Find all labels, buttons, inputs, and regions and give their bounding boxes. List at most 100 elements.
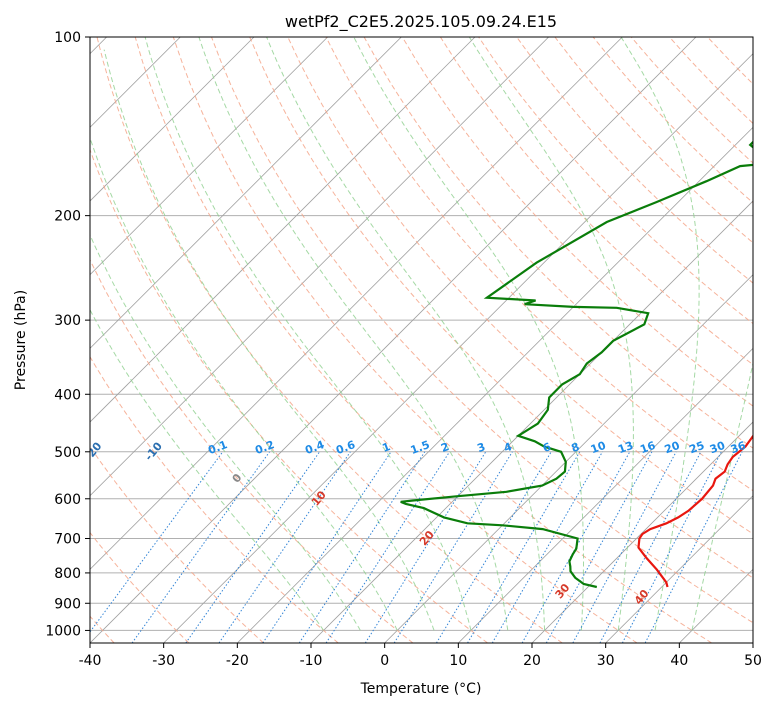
dry-adiabat-line (134, 37, 638, 643)
isotherm-gridline (90, 37, 476, 423)
mixing-ratio-label: 30 (708, 439, 727, 457)
moist-adiabat-line (468, 37, 634, 631)
y-tick-label: 700 (54, 532, 81, 548)
x-tick-label: -30 (152, 653, 175, 669)
y-tick-label: 300 (54, 313, 81, 329)
mixing-ratio-label: 0.4 (303, 438, 326, 457)
background-lines (90, 37, 753, 643)
isotherm-gridline (90, 37, 328, 276)
plot-frame (89, 36, 754, 644)
mixing-ratio-label: 0.6 (334, 438, 357, 457)
x-axis-ticks: -40 -30 -20 -10 0 10 20 30 40 50 (79, 643, 762, 669)
x-tick-label: -10 (300, 653, 323, 669)
mixing-ratio-label: 2 (439, 440, 451, 455)
moist-adiabat-line (90, 233, 361, 631)
isotherm-gridline (531, 421, 753, 643)
mixing-ratio-line (262, 451, 392, 643)
dry-adiabat-line (90, 531, 190, 643)
dry-adiabat-line (211, 37, 753, 624)
dry-adiabat-line (90, 355, 339, 643)
mixing-ratio-label: 10 (589, 439, 608, 457)
dry-adiabat-line (592, 37, 753, 204)
mixing-ratio-line (218, 451, 351, 643)
mixing-ratio-line (185, 451, 320, 643)
mixing-ratio-line (131, 451, 271, 643)
mixing-ratio-line (435, 451, 552, 643)
mixing-ratio-line (90, 451, 224, 633)
dry-adiabat-line (249, 37, 753, 579)
dewpoint-profile-line (400, 140, 753, 589)
isotherm-gridline (237, 126, 753, 643)
y-tick-label: 100 (54, 30, 81, 46)
x-tick-label: -20 (226, 653, 249, 669)
y-tick-label: 1000 (45, 623, 81, 639)
mixing-ratio-line (393, 451, 513, 643)
isotherm-gridline (384, 274, 753, 643)
mixing-ratio-line (467, 451, 581, 643)
dry-adiabat-line (363, 37, 753, 449)
x-tick-label: 10 (449, 653, 467, 669)
y-tick-label: 600 (54, 492, 81, 508)
mixing-ratio-label: 36 (729, 439, 748, 457)
mixing-ratio-line (621, 451, 722, 643)
isotherm-gridline (752, 642, 753, 643)
y-tick-label: 200 (54, 209, 81, 225)
isotherm-gridline (90, 37, 623, 570)
x-tick-label: 40 (670, 653, 688, 669)
x-tick-label: -40 (79, 653, 102, 669)
x-axis-title: Temperature (°C) (360, 681, 482, 697)
dry-adiabat-line (90, 445, 264, 643)
x-tick-label: 50 (744, 653, 762, 669)
mixing-ratio-line (599, 451, 702, 643)
isotherm-gridline (605, 495, 753, 643)
mixing-ratio-label: 8 (570, 440, 582, 455)
isotherm-gridline (679, 568, 753, 643)
dry-adiabat-line (401, 37, 753, 407)
mixing-ratio-label: 20 (663, 439, 682, 457)
dry-adiabat-line (90, 148, 488, 643)
mixing-ratio-line (545, 451, 653, 643)
moist-adiabat-line (198, 37, 509, 631)
mixing-ratio-label: 25 (687, 439, 706, 456)
mixing-ratio-label: 3 (475, 440, 487, 455)
moist-adiabat-line (266, 37, 546, 631)
dry-adiabat-line (96, 37, 563, 643)
dry-adiabat-line (439, 37, 753, 366)
moist-adiabat-line (691, 360, 753, 631)
mixing-ratio-label: 6 (541, 440, 553, 455)
isotherm-gridline (90, 37, 697, 643)
y-axis-title: Pressure (hPa) (13, 290, 29, 390)
mixing-ratio-label: 1.5 (409, 438, 432, 457)
x-tick-label: 20 (523, 653, 541, 669)
dry-adiabat-line (669, 37, 753, 125)
moist-adiabat-line (353, 37, 584, 631)
dry-adiabat-label: 40 (632, 587, 652, 607)
mixing-ratio-label: 16 (638, 439, 657, 457)
isotherm-gridline (310, 200, 753, 643)
x-tick-label: 0 (380, 653, 389, 669)
y-tick-label: 400 (54, 387, 81, 403)
isotherm-gridline (163, 53, 753, 643)
isotherm-gridline (458, 347, 753, 643)
moist-adiabat-line (144, 37, 472, 631)
chart-title: wetPf2_C2E5.2025.105.09.24.E15 (285, 12, 557, 32)
mixing-ratio-label: 0.2 (253, 438, 276, 457)
x-tick-label: 30 (597, 653, 615, 669)
moist-adiabat-line (90, 308, 325, 631)
dry-adiabat-line (516, 37, 753, 284)
mixing-ratio-label: 4 (502, 440, 514, 455)
mixing-ratio-line (644, 451, 743, 643)
isotherm-gridline (90, 37, 549, 497)
y-tick-label: 900 (54, 596, 81, 612)
dry-adiabat-label: -10 (142, 439, 165, 463)
mixing-ratio-line (298, 451, 426, 643)
dry-adiabat-line (325, 37, 753, 492)
dry-adiabat-line (707, 37, 753, 85)
mixing-ratio-line (572, 451, 677, 643)
moist-adiabat-line (103, 49, 435, 631)
series-layer (400, 140, 753, 589)
dry-adiabat-line (554, 37, 753, 244)
dry-adiabat-line (90, 258, 414, 643)
y-tick-label: 500 (54, 445, 81, 461)
